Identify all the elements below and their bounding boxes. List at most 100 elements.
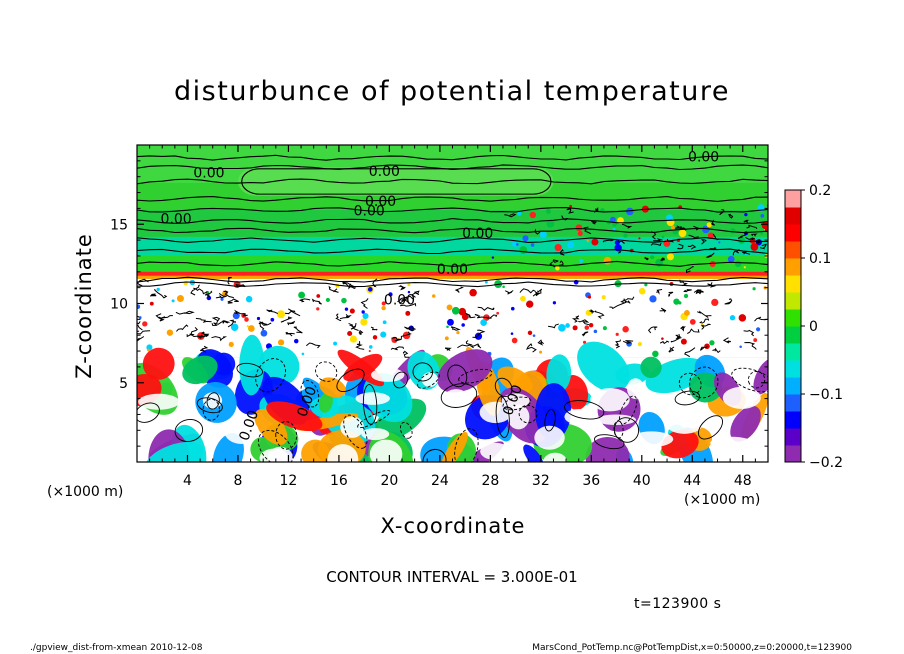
contour-squiggle bbox=[195, 317, 212, 323]
contour-squiggle bbox=[728, 213, 734, 219]
x-unit-label-left: (×1000 m) bbox=[47, 484, 124, 500]
field-speckle bbox=[407, 290, 411, 294]
contour-squiggle bbox=[742, 251, 751, 255]
field-speckle bbox=[707, 232, 715, 239]
field-speckle bbox=[666, 214, 673, 222]
contour-swirl bbox=[202, 398, 220, 421]
field-speckle bbox=[585, 309, 592, 316]
field-speckle bbox=[380, 331, 387, 338]
field-speckle bbox=[591, 238, 599, 246]
field-speckle bbox=[220, 297, 224, 301]
field-speckle bbox=[344, 307, 349, 311]
contour-squiggle bbox=[284, 310, 301, 317]
field-speckle bbox=[706, 222, 712, 228]
swirl-white bbox=[369, 439, 403, 462]
contour-squiggle bbox=[537, 339, 544, 346]
colorbar-segment bbox=[785, 343, 801, 361]
contour-squiggle bbox=[660, 257, 665, 262]
field-speckle bbox=[381, 301, 386, 306]
field-speckle bbox=[683, 293, 689, 299]
contour-squiggle bbox=[223, 290, 234, 299]
field-speckle bbox=[446, 325, 449, 329]
footer-right: MarsCond_PotTemp.nc@PotTempDist,x=0:5000… bbox=[532, 643, 852, 653]
x-tick-label: 28 bbox=[481, 473, 499, 489]
contour-swirl bbox=[315, 361, 338, 382]
contour-squiggle bbox=[659, 340, 670, 345]
band-mid-green bbox=[137, 209, 768, 237]
contour-swirl bbox=[275, 421, 298, 450]
field-speckle bbox=[744, 212, 748, 217]
field-speckle bbox=[709, 260, 716, 268]
contour-swirl bbox=[362, 384, 378, 425]
contour-swirl bbox=[137, 402, 160, 423]
contour-squiggle bbox=[454, 286, 464, 293]
contour-squiggle bbox=[472, 329, 486, 339]
contour-swirl bbox=[440, 383, 478, 408]
field-speckle bbox=[447, 318, 454, 326]
x-tick-label: 4 bbox=[183, 473, 192, 489]
field-speckle bbox=[248, 325, 255, 332]
contour-squiggle bbox=[561, 214, 569, 221]
contour-squiggle bbox=[571, 315, 580, 323]
swirl-white bbox=[534, 425, 565, 450]
field-speckle bbox=[228, 341, 234, 348]
field-speckle bbox=[622, 326, 629, 333]
field-speckle bbox=[626, 207, 634, 216]
contour-squiggle bbox=[342, 281, 357, 288]
contour-squiggle bbox=[400, 303, 417, 307]
field-speckle bbox=[738, 314, 747, 322]
swirl-blob bbox=[301, 439, 330, 462]
field-speckle bbox=[360, 318, 368, 326]
contour-squiggle bbox=[227, 319, 237, 328]
contour-squiggle bbox=[656, 289, 663, 295]
contour-squiggle bbox=[504, 290, 514, 295]
field-speckle bbox=[652, 350, 659, 358]
contour-swirl bbox=[518, 404, 538, 424]
field-speckle bbox=[277, 339, 285, 346]
chart-title: disturbunce of potential temperature bbox=[174, 76, 730, 107]
swirl-white bbox=[543, 452, 568, 462]
field-speckle bbox=[644, 283, 648, 287]
contour-squiggle bbox=[137, 330, 151, 335]
contour-swirl bbox=[678, 372, 702, 396]
field-speckle bbox=[709, 340, 715, 346]
contour-squiggle bbox=[339, 314, 352, 320]
field-speckle bbox=[565, 323, 570, 328]
contour-swirl bbox=[594, 434, 625, 450]
field-speckle bbox=[738, 236, 746, 244]
contour-squiggle bbox=[199, 331, 208, 338]
field-speckle bbox=[520, 295, 526, 302]
contour-squiggle bbox=[189, 333, 203, 338]
contour-squiggle bbox=[711, 219, 716, 226]
field-speckle bbox=[316, 294, 321, 298]
field-speckle bbox=[444, 336, 449, 341]
contour-squiggle bbox=[137, 321, 143, 331]
field-speckle bbox=[587, 295, 592, 299]
field-speckle bbox=[142, 321, 148, 327]
contour-label: 0.00 bbox=[688, 150, 719, 166]
heatmap-field bbox=[137, 145, 768, 462]
field-speckle bbox=[602, 326, 607, 331]
field-speckle bbox=[749, 237, 756, 244]
contour-swirl bbox=[731, 367, 768, 393]
field-speckle bbox=[325, 297, 330, 303]
contour-squiggle bbox=[591, 220, 598, 225]
contour-squiggle bbox=[397, 295, 414, 303]
contour-squiggle bbox=[190, 284, 200, 296]
field-speckle bbox=[461, 313, 469, 321]
swirl-white bbox=[479, 401, 512, 424]
contour-squiggle bbox=[693, 225, 703, 231]
contour-swirl bbox=[494, 377, 513, 398]
field-speckle bbox=[515, 243, 519, 246]
contour-squiggle bbox=[233, 309, 248, 317]
colorbar-segment bbox=[785, 428, 801, 446]
field-speckle bbox=[572, 325, 578, 331]
contour-squiggle bbox=[305, 342, 321, 349]
swirl-blob bbox=[535, 383, 572, 441]
field-speckle bbox=[270, 317, 275, 322]
field-speckle bbox=[206, 295, 212, 301]
contour-squiggle bbox=[700, 323, 711, 330]
colorbar-segment bbox=[785, 360, 801, 378]
contour-squiggle bbox=[404, 326, 416, 332]
field-speckle bbox=[711, 298, 719, 307]
